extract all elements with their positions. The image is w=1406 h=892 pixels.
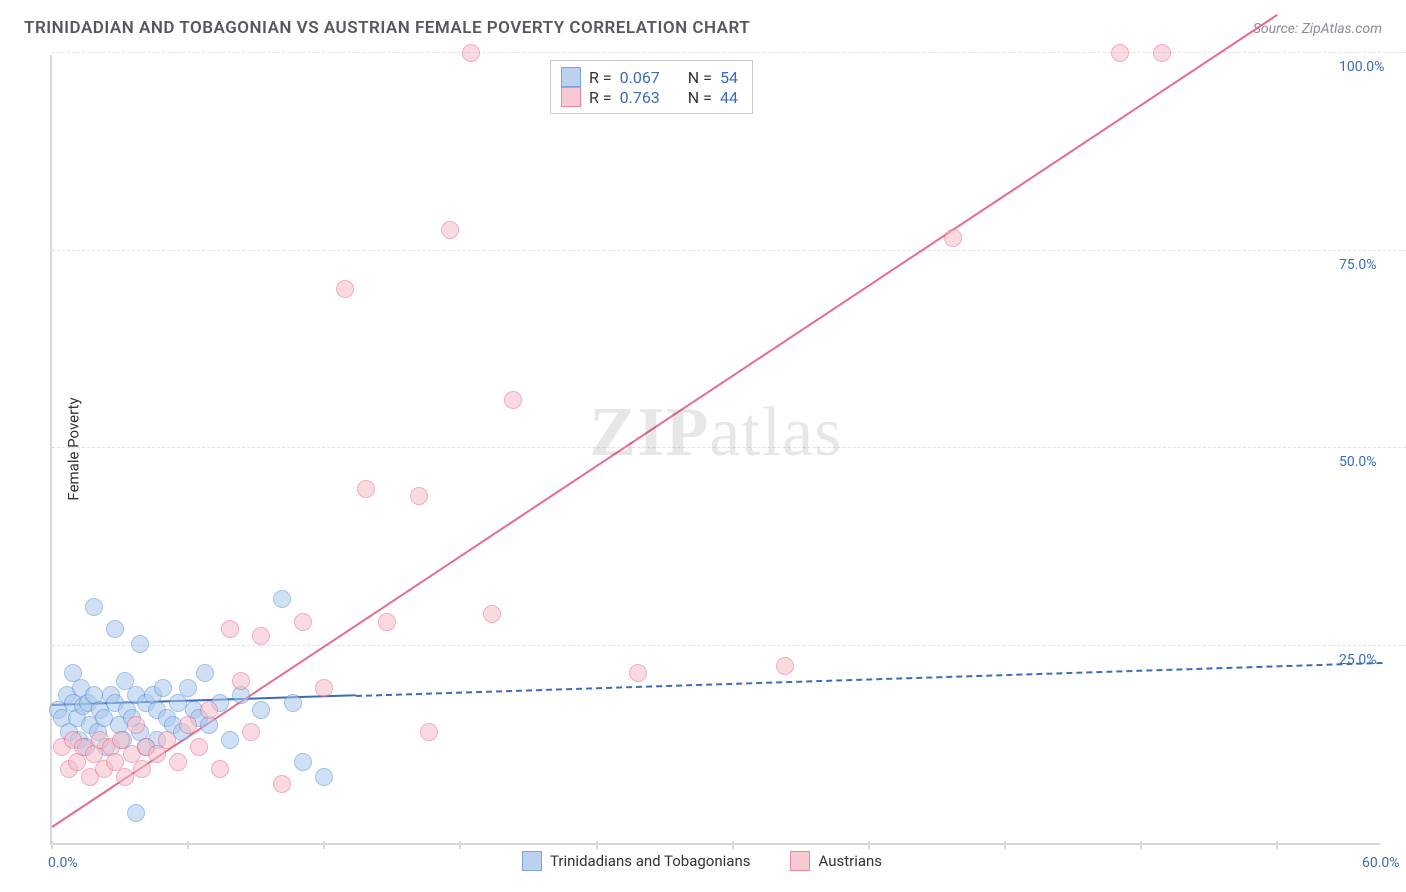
data-point [232, 672, 250, 690]
data-point [169, 694, 187, 712]
legend-series-name: Austrians [818, 852, 882, 870]
legend-n-label: N = [688, 68, 712, 87]
legend-swatch [522, 851, 542, 871]
legend-swatch [790, 851, 810, 871]
x-tick [1140, 841, 1142, 849]
data-point [410, 487, 428, 505]
data-point [378, 613, 396, 631]
data-point [420, 723, 438, 741]
data-point [154, 679, 172, 697]
chart-title: TRINIDADIAN AND TOBAGONIAN VS AUSTRIAN F… [24, 18, 750, 38]
legend-stat-row: R = 0.763 N = 44 [561, 87, 738, 107]
scatter-plot: Female Poverty ZIPatlas R =0.067N =54R =… [50, 55, 1380, 845]
legend-swatch [561, 67, 581, 87]
data-point [179, 679, 197, 697]
legend-item: Austrians [790, 851, 882, 871]
legend-n-label: N = [688, 88, 712, 107]
data-point [944, 229, 962, 247]
gridline [52, 250, 1406, 251]
x-tick [732, 841, 734, 849]
data-point [629, 664, 647, 682]
gridline [52, 447, 1406, 448]
trend-line [356, 662, 1382, 697]
data-point [127, 804, 145, 822]
legend-series: Trinidadians and Tobagonians Austrians [522, 851, 882, 871]
legend-r-value: 0.067 [620, 68, 660, 87]
data-point [315, 679, 333, 697]
data-point [179, 716, 197, 734]
x-tick [187, 841, 189, 849]
y-axis-title: Female Poverty [65, 397, 83, 500]
data-point [273, 590, 291, 608]
legend-series-name: Trinidadians and Tobagonians [550, 852, 750, 870]
data-point [190, 738, 208, 756]
data-point [221, 620, 239, 638]
x-tick [323, 841, 325, 849]
x-tick [459, 841, 461, 849]
data-point [211, 760, 229, 778]
data-point [252, 701, 270, 719]
data-point [221, 731, 239, 749]
data-point [504, 391, 522, 409]
data-point [273, 775, 291, 793]
data-point [242, 723, 260, 741]
data-point [158, 731, 176, 749]
legend-n-value: 44 [720, 88, 738, 107]
data-point [284, 694, 302, 712]
legend-n-value: 54 [720, 68, 738, 87]
data-point [133, 760, 151, 778]
x-tick [868, 841, 870, 849]
legend-swatch [561, 87, 581, 107]
data-point [294, 613, 312, 631]
legend-stat-row: R = 0.067 N = 54 [561, 67, 738, 87]
data-point [169, 753, 187, 771]
x-tick [1276, 841, 1278, 849]
data-point [357, 480, 375, 498]
legend-item: Trinidadians and Tobagonians [522, 851, 750, 871]
chart-header: TRINIDADIAN AND TOBAGONIAN VS AUSTRIAN F… [24, 18, 1382, 38]
y-tick-label: 75.0% [1339, 257, 1377, 273]
data-point [483, 605, 501, 623]
data-point [441, 221, 459, 239]
data-point [294, 753, 312, 771]
watermark: ZIPatlas [590, 393, 843, 473]
data-point [148, 745, 166, 763]
data-point [336, 280, 354, 298]
x-tick-label: 60.0% [1362, 855, 1400, 871]
x-tick-label: 0.0% [48, 855, 78, 871]
legend-r-label: R = [589, 68, 612, 87]
data-point [127, 716, 145, 734]
data-point [252, 627, 270, 645]
data-point [1111, 44, 1129, 62]
data-point [131, 635, 149, 653]
data-point [776, 657, 794, 675]
data-point [200, 701, 218, 719]
legend-r-value: 0.763 [620, 88, 660, 107]
data-point [106, 620, 124, 638]
x-tick [51, 841, 53, 849]
data-point [1153, 44, 1171, 62]
y-tick-label: 50.0% [1339, 454, 1377, 470]
legend-stats: R = 0.067 N = 54 R = 0.763 N = 44 [550, 60, 753, 114]
watermark-atlas: atlas [709, 394, 842, 471]
legend-r-label: R = [589, 88, 612, 107]
chart-source: Source: ZipAtlas.com [1253, 21, 1382, 37]
data-point [196, 664, 214, 682]
data-point [116, 768, 134, 786]
data-point [462, 44, 480, 62]
x-tick [1004, 841, 1006, 849]
trend-line [51, 14, 1277, 828]
data-point [315, 768, 333, 786]
gridline [52, 52, 1406, 53]
x-tick [596, 841, 598, 849]
gridline [52, 645, 1406, 646]
data-point [85, 598, 103, 616]
y-tick-label: 100.0% [1339, 59, 1384, 75]
